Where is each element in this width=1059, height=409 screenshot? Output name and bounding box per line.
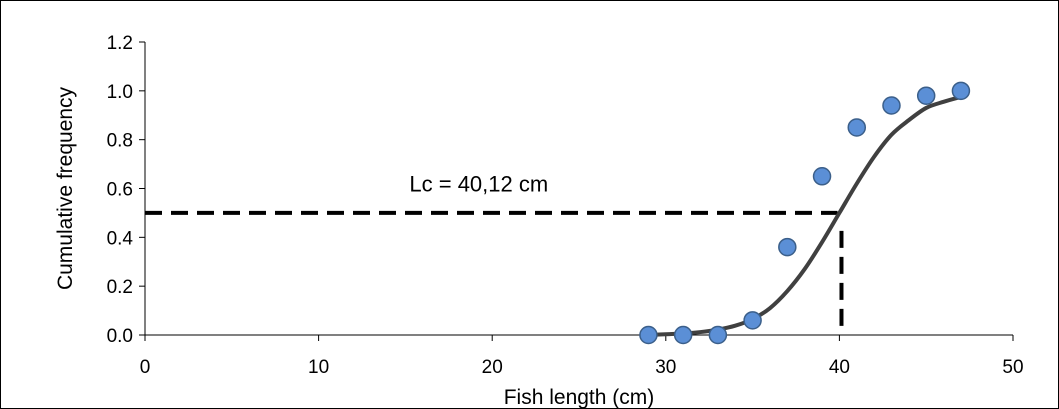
x-tick-label: 50	[1002, 357, 1023, 378]
data-point	[743, 311, 762, 330]
x-ticks: 0 10 20 30 40 50	[140, 335, 1024, 378]
data-point	[951, 81, 971, 101]
reference-lines	[145, 210, 844, 335]
fitted-curve	[646, 94, 963, 337]
x-tick-label: 20	[482, 357, 503, 378]
data-point	[812, 167, 832, 186]
data-points	[639, 81, 971, 345]
data-point	[847, 118, 867, 137]
x-tick-label: 30	[655, 357, 676, 378]
x-tick-label: 10	[308, 357, 329, 378]
y-tick-label: 0.6	[107, 180, 133, 201]
x-axis-title: Fish length (cm)	[504, 386, 655, 409]
x-tick-label: 40	[829, 357, 850, 378]
y-axis-title: Cumulative frequency	[54, 86, 77, 290]
lc-annotation: Lc = 40,12 cm	[409, 172, 548, 197]
data-point	[639, 325, 658, 345]
x-tick-label: 0	[140, 357, 151, 378]
y-ticks: 0.0 0.2 0.4 0.6 0.8 1.0 1.2	[107, 33, 145, 347]
y-tick-label: 0.4	[107, 228, 134, 249]
fitted-curve-layer	[646, 94, 963, 337]
data-point	[916, 86, 936, 105]
axes	[144, 42, 1013, 336]
y-tick-label: 0.8	[107, 131, 133, 152]
data-point	[778, 237, 797, 257]
data-point	[882, 96, 901, 115]
y-tick-label: 0.2	[107, 277, 133, 298]
data-point	[673, 325, 693, 345]
y-tick-label: 0.0	[107, 326, 133, 347]
data-point	[708, 325, 728, 345]
y-tick-label: 1.0	[107, 82, 133, 103]
y-tick-label: 1.2	[107, 33, 133, 54]
